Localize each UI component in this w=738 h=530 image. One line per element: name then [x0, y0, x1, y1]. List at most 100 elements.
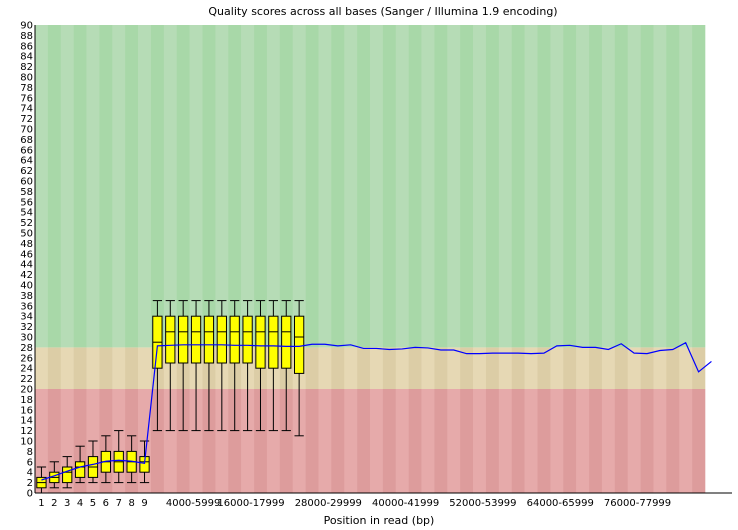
- y-tick-label: 6: [27, 457, 33, 468]
- band-good-stripe: [60, 25, 74, 348]
- band-reasonable-stripe: [524, 347, 538, 389]
- chart-title: Quality scores across all bases (Sanger …: [208, 5, 557, 18]
- band-reasonable-stripe: [331, 347, 345, 389]
- y-tick-label: 40: [20, 281, 33, 292]
- band-good-stripe: [576, 25, 590, 348]
- band-reasonable-stripe: [589, 347, 603, 389]
- band-reasonable-stripe: [125, 347, 139, 389]
- box-iqr: [139, 456, 150, 473]
- band-reasonable-stripe: [60, 347, 74, 389]
- band-good-stripe: [47, 25, 62, 348]
- box-iqr: [74, 461, 86, 478]
- band-reasonable-stripe: [666, 347, 680, 389]
- band-good-stripe: [408, 25, 422, 348]
- x-tick-label: 16000-17999: [217, 498, 284, 509]
- y-tick-label: 4: [27, 468, 33, 479]
- band-poor-stripe: [601, 389, 616, 493]
- band-reasonable-stripe: [498, 347, 513, 389]
- band-poor-stripe: [563, 389, 577, 493]
- band-reasonable-stripe: [614, 347, 628, 389]
- band-good-stripe: [86, 25, 100, 348]
- band-poor-stripe: [228, 389, 242, 493]
- band-good-stripe: [254, 25, 268, 348]
- band-poor-stripe: [537, 389, 551, 493]
- band-poor-stripe: [614, 389, 628, 493]
- band-good-stripe: [382, 25, 397, 348]
- x-axis-label: Position in read (bp): [324, 514, 435, 527]
- y-tick-label: 54: [20, 208, 33, 219]
- band-good-stripe: [176, 25, 190, 348]
- band-reasonable-stripe: [550, 347, 564, 389]
- y-tick-label: 66: [20, 145, 33, 156]
- band-good-stripe: [550, 25, 564, 348]
- band-good-stripe: [537, 25, 551, 348]
- y-tick-label: 38: [20, 291, 33, 302]
- band-poor-stripe: [254, 389, 268, 493]
- band-good-stripe: [241, 25, 255, 348]
- band-poor-stripe: [473, 389, 487, 493]
- band-reasonable-stripe: [434, 347, 448, 389]
- band-reasonable-stripe: [395, 347, 409, 389]
- box-iqr: [62, 466, 73, 484]
- band-poor-stripe: [511, 389, 525, 493]
- band-good-stripe: [511, 25, 525, 348]
- x-tick-label: 28000-29999: [295, 498, 362, 509]
- band-good-stripe: [653, 25, 667, 348]
- band-poor-stripe: [189, 389, 203, 493]
- y-tick-label: 68: [20, 135, 33, 146]
- band-reasonable-stripe: [563, 347, 577, 389]
- boxplot: [36, 466, 47, 494]
- band-good-stripe: [305, 25, 319, 348]
- band-good-stripe: [189, 25, 203, 348]
- band-good-stripe: [318, 25, 332, 348]
- y-tick-label: 64: [20, 156, 33, 167]
- band-reasonable-stripe: [421, 347, 435, 389]
- band-good-stripe: [589, 25, 603, 348]
- band-poor-stripe: [653, 389, 667, 493]
- band-reasonable-stripe: [47, 347, 62, 389]
- band-poor-stripe: [305, 389, 319, 493]
- x-tick-label: 64000-65999: [527, 498, 594, 509]
- band-good-stripe: [138, 25, 152, 348]
- y-tick-label: 42: [20, 270, 33, 281]
- box-iqr: [242, 315, 253, 364]
- boxplot: [242, 300, 253, 432]
- band-reasonable-stripe: [473, 347, 487, 389]
- y-tick-label: 60: [20, 177, 33, 188]
- y-tick-label: 16: [20, 405, 33, 416]
- band-reasonable-stripe: [99, 347, 113, 389]
- band-good-stripe: [614, 25, 628, 348]
- x-tick-label: 7: [116, 498, 122, 509]
- band-good-stripe: [279, 25, 293, 348]
- box-iqr: [178, 315, 189, 364]
- band-reasonable-stripe: [138, 347, 152, 389]
- band-reasonable-stripe: [318, 347, 332, 389]
- x-tick-label: 9: [141, 498, 147, 509]
- band-good-stripe: [524, 25, 538, 348]
- mean-line-group: [41, 341, 712, 481]
- y-tick-label: 18: [20, 395, 33, 406]
- band-poor-stripe: [47, 389, 62, 493]
- band-poor-stripe: [460, 389, 474, 493]
- boxplot: [268, 300, 279, 432]
- band-good-stripe: [395, 25, 409, 348]
- band-good-stripe: [35, 25, 49, 348]
- boxplot: [165, 300, 176, 432]
- band-poor-stripe: [331, 389, 345, 493]
- y-tick-label: 26: [20, 353, 33, 364]
- y-tick-label: 28: [20, 343, 33, 354]
- band-good-stripe: [344, 25, 358, 348]
- x-tick-label: 3: [64, 498, 70, 509]
- band-poor-stripe: [524, 389, 538, 493]
- band-reasonable-stripe: [305, 347, 319, 389]
- boxplot: [178, 300, 189, 432]
- band-good-stripe: [447, 25, 461, 348]
- y-tick-label: 32: [20, 322, 33, 333]
- band-reasonable-stripe: [653, 347, 667, 389]
- boxplot: [203, 300, 215, 432]
- x-tick-label: 8: [128, 498, 134, 509]
- band-good-stripe: [215, 25, 229, 348]
- y-tick-label: 62: [20, 166, 33, 177]
- band-poor-stripe: [344, 389, 358, 493]
- band-reasonable-stripe: [692, 347, 706, 389]
